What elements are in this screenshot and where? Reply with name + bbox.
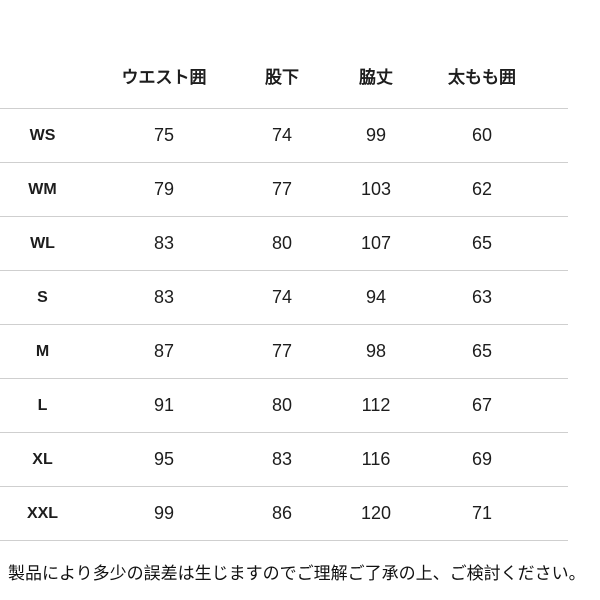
value-cell: 69 [471, 449, 493, 469]
filler-cell [533, 217, 568, 271]
table-row: WS 75 74 99 60 [0, 108, 568, 163]
table-row: XXL 99 86 120 71 [0, 486, 568, 541]
size-label: L [37, 396, 48, 414]
value-cell: 74 [271, 125, 293, 145]
value-cell: 116 [361, 449, 391, 469]
value-cell: 98 [365, 341, 387, 361]
size-label: WL [30, 234, 55, 252]
size-column-header [0, 0, 85, 109]
value-cell: 87 [153, 341, 175, 361]
filler-cell [533, 487, 568, 541]
size-label: WS [29, 126, 56, 144]
value-cell: 67 [471, 395, 493, 415]
value-cell: 107 [360, 233, 392, 253]
value-cell: 103 [360, 179, 392, 199]
value-cell: 75 [153, 125, 175, 145]
table-row: S 83 74 94 63 [0, 270, 568, 325]
column-header-inseam: 股下 [265, 68, 299, 87]
table-row: L 91 80 112 67 [0, 378, 568, 433]
value-cell: 77 [271, 341, 293, 361]
size-table: ウエスト囲 股下 脇丈 太もも囲 WS 75 74 99 60 WM 79 77… [0, 0, 568, 541]
value-cell: 86 [271, 503, 293, 523]
value-cell: 83 [153, 233, 175, 253]
value-cell: 79 [153, 179, 175, 199]
disclaimer-note: 製品により多少の誤差は生じますのでご理解ご了承の上、ご検討ください。 [8, 564, 586, 583]
value-cell: 71 [471, 503, 493, 523]
value-cell: 62 [471, 179, 493, 199]
filler-cell [533, 0, 568, 109]
value-cell: 80 [271, 233, 293, 253]
table-row: M 87 77 98 65 [0, 324, 568, 379]
filler-cell [533, 109, 568, 163]
value-cell: 63 [471, 287, 493, 307]
value-cell: 77 [271, 179, 293, 199]
value-cell: 65 [471, 233, 493, 253]
filler-cell [533, 379, 568, 433]
value-cell: 60 [471, 125, 493, 145]
value-cell: 120 [360, 503, 392, 523]
size-label: XXL [26, 504, 59, 522]
value-cell: 83 [271, 449, 293, 469]
column-header-waist: ウエスト囲 [121, 68, 207, 87]
column-header-side-length: 脇丈 [359, 68, 393, 87]
table-row: WM 79 77 103 62 [0, 162, 568, 217]
filler-cell [533, 163, 568, 217]
header-row: ウエスト囲 股下 脇丈 太もも囲 [0, 0, 568, 109]
size-label: XL [32, 450, 53, 468]
value-cell: 80 [271, 395, 293, 415]
size-label: S [37, 288, 48, 306]
value-cell: 99 [365, 125, 387, 145]
value-cell: 99 [153, 503, 175, 523]
value-cell: 91 [153, 395, 175, 415]
table-row: WL 83 80 107 65 [0, 216, 568, 271]
value-cell: 95 [153, 449, 175, 469]
table-row: XL 95 83 116 69 [0, 432, 568, 487]
filler-cell [533, 325, 568, 379]
size-label: WM [28, 180, 57, 198]
value-cell: 83 [153, 287, 175, 307]
value-cell: 112 [361, 395, 391, 415]
value-cell: 65 [471, 341, 493, 361]
size-label: M [35, 342, 50, 360]
filler-cell [533, 433, 568, 487]
filler-cell [533, 271, 568, 325]
value-cell: 94 [365, 287, 387, 307]
value-cell: 74 [271, 287, 293, 307]
column-header-thigh: 太もも囲 [448, 68, 516, 87]
